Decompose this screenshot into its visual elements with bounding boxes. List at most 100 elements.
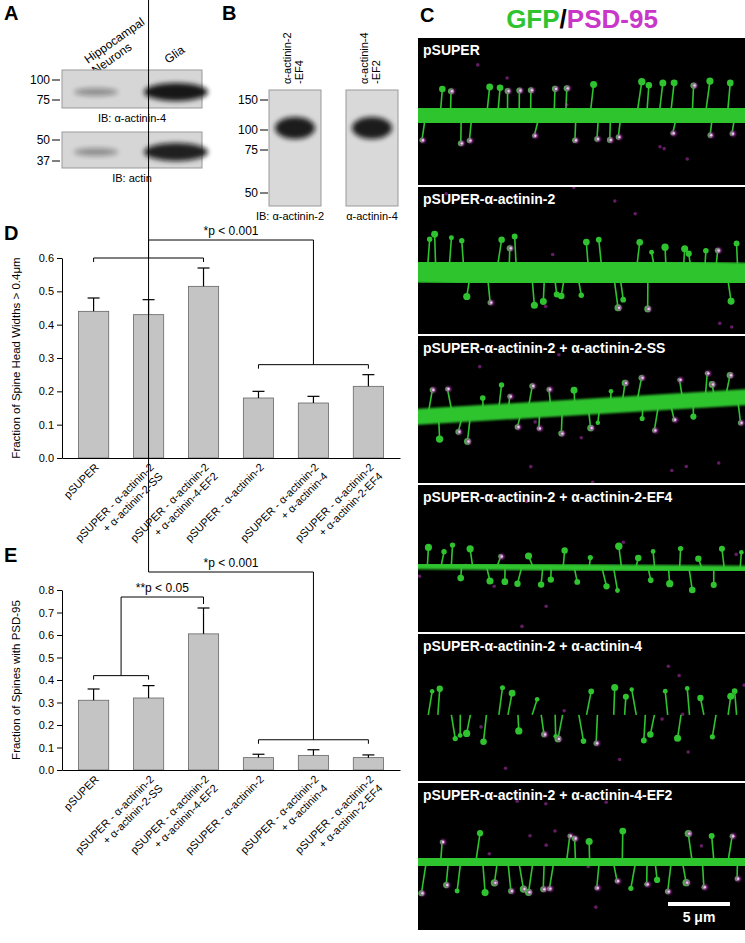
y-axis: 0.00.10.20.30.40.50.60.70.8: [39, 584, 63, 776]
y-tick: 0.7: [39, 607, 62, 619]
text-line: α-actinin-2: [281, 32, 293, 84]
colocalization: [544, 733, 546, 735]
y-tick-mark: [57, 680, 62, 681]
psd-95-puncta: [449, 89, 454, 94]
spine-head: [555, 735, 562, 742]
colocalization: [610, 139, 612, 141]
psd-95-background: [658, 145, 662, 149]
psd-95-puncta: [509, 888, 514, 893]
psd-95-background: [667, 664, 671, 668]
bracket-line: [368, 365, 369, 369]
psd-95-background: [579, 436, 583, 440]
psd-95-puncta: [716, 248, 721, 253]
spine-head: [647, 731, 654, 738]
text-line: pSUPER - α-actinin-2: [293, 461, 376, 544]
title-part: PSD-95: [567, 4, 658, 34]
text-line: E: [4, 544, 17, 566]
y-tick-mark: [57, 291, 62, 292]
colocalization: [511, 890, 513, 892]
y-tick-mark: [57, 748, 62, 749]
x-tick-label: pSUPER: [61, 773, 101, 813]
spine-head: [663, 689, 668, 694]
error-bar: [198, 608, 210, 634]
x-tick: pSUPER - α-actinin-2+ α-actinin-2-SS: [73, 770, 165, 865]
y-axis-line: [62, 591, 63, 771]
text-line: 75: [245, 143, 259, 157]
spine-head: [638, 78, 645, 85]
y-axis: 0.00.10.20.30.40.50.6: [39, 252, 63, 464]
psd-95-background: [572, 187, 576, 189]
psd-95-background: [677, 674, 681, 678]
colocalization: [688, 832, 690, 834]
error-cap: [198, 267, 210, 268]
psd-95-background: [700, 844, 704, 848]
spine-head: [436, 435, 443, 442]
spine-head: [448, 88, 454, 94]
psd-95-puncta: [548, 886, 553, 891]
y-tick-label: 0.8: [39, 584, 54, 596]
bracket-line: [93, 676, 94, 680]
error-bar: [198, 268, 210, 286]
error-cap: [252, 391, 264, 392]
psd-95-puncta: [445, 882, 450, 887]
y-tick: 0.4: [39, 319, 62, 331]
x-tick: pSUPER: [61, 458, 101, 501]
colocalization: [490, 301, 492, 303]
spine-head: [443, 882, 449, 888]
dendrite: [418, 397, 745, 417]
colocalization: [447, 388, 449, 390]
psd-95-puncta: [556, 736, 561, 741]
y-tick: 0.1: [39, 742, 62, 754]
spine-head: [579, 293, 584, 298]
spine-head: [685, 686, 690, 691]
text-line: Glia: [162, 43, 188, 67]
spine-head: [711, 582, 717, 588]
bar: [353, 386, 383, 458]
text-line: 75: [37, 93, 51, 107]
error-bar: [143, 686, 155, 698]
psd-95-puncta: [542, 732, 547, 737]
psd-95-puncta: [547, 387, 552, 392]
blot-band: [275, 117, 315, 139]
micrograph-label: pSUPER-α-actinin-2 + α-actinin-2-SS: [423, 340, 665, 356]
marker-label: 37: [37, 154, 51, 168]
spine-head: [512, 234, 518, 240]
x-tick: pSUPER - α-actinin-2+ α-actinin-2-EF4: [293, 458, 385, 553]
panel-c: CGFP/PSD-95pSUPERpSUPER-α-actinin-2pSUPE…: [413, 4, 745, 930]
y-tick-label: 0.0: [39, 452, 54, 464]
blot-label: IB: α-actinin-2: [256, 210, 324, 222]
blot: [269, 90, 321, 206]
psd-95-background: [594, 905, 598, 909]
psd-95-puncta: [499, 554, 504, 559]
psd-95-puncta: [537, 426, 542, 431]
spine-head: [623, 694, 629, 700]
error-stem: [148, 686, 149, 698]
y-axis-title: Fraction of Spines with PSD-95: [10, 600, 22, 760]
spine-head: [629, 687, 633, 691]
marker-label: 100: [30, 73, 50, 87]
psd-95-background: [685, 157, 689, 161]
micrograph: [418, 783, 745, 930]
psd-95-puncta: [560, 431, 565, 436]
colocalization: [672, 132, 674, 134]
spine-head: [636, 239, 643, 246]
psd-95-puncta: [533, 133, 538, 138]
text-line: 50: [37, 133, 51, 147]
text-line: pSUPER-α-actinin-2: [423, 191, 555, 207]
spine-head: [690, 82, 696, 88]
error-bar: [88, 298, 100, 311]
spine-head: [480, 395, 486, 401]
error-stem: [313, 750, 314, 756]
marker-tick: [52, 80, 60, 81]
bracket-line: [93, 258, 94, 262]
psd-95-background: [618, 758, 622, 762]
colocalization: [732, 132, 734, 134]
marker-label: 100: [238, 123, 258, 137]
bar: [133, 698, 163, 770]
spine-head: [587, 425, 594, 432]
spine-head: [581, 738, 587, 744]
y-tick: 0.1: [39, 419, 62, 431]
colocalization: [500, 555, 502, 557]
colocalization: [704, 886, 706, 888]
psd-95-puncta: [468, 138, 473, 143]
